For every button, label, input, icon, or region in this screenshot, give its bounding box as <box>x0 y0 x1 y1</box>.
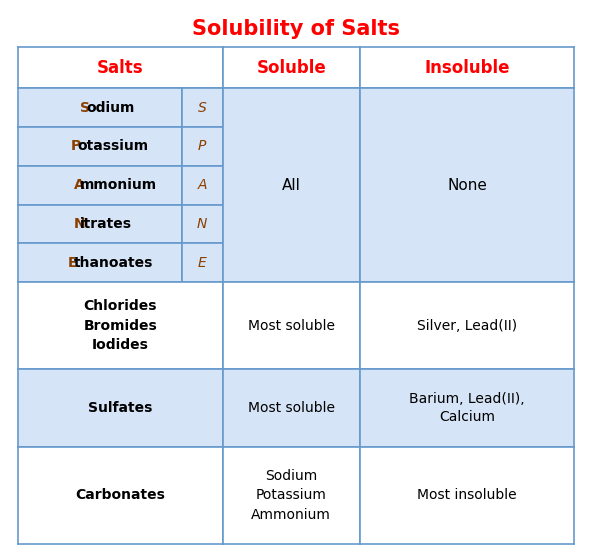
Text: Most soluble: Most soluble <box>248 319 334 333</box>
Text: E: E <box>198 256 207 270</box>
Text: Silver, Lead(II): Silver, Lead(II) <box>417 319 517 333</box>
Text: Carbonates: Carbonates <box>75 488 165 502</box>
Text: Most insoluble: Most insoluble <box>417 488 517 502</box>
Text: N: N <box>74 217 85 231</box>
Text: Sulfates: Sulfates <box>88 401 152 415</box>
Text: thanoates: thanoates <box>74 256 153 270</box>
Text: All: All <box>282 178 301 193</box>
Text: itrates: itrates <box>81 217 133 231</box>
Text: None: None <box>447 178 487 193</box>
Text: P: P <box>198 140 207 153</box>
Text: S: S <box>81 101 91 115</box>
Text: A: A <box>198 178 207 192</box>
Text: P: P <box>70 140 81 153</box>
Text: A: A <box>74 178 85 192</box>
Text: S: S <box>198 101 207 115</box>
Text: Barium, Lead(II),
Calcium: Barium, Lead(II), Calcium <box>409 392 525 424</box>
Text: E: E <box>67 256 77 270</box>
Text: Insoluble: Insoluble <box>424 59 510 77</box>
Text: N: N <box>197 217 207 231</box>
Text: Most soluble: Most soluble <box>248 401 334 415</box>
Text: mmonium: mmonium <box>81 178 157 192</box>
Text: Sodium
Potassium
Ammonium: Sodium Potassium Ammonium <box>252 469 331 522</box>
Text: Salts: Salts <box>97 59 143 77</box>
Text: Solubility of Salts: Solubility of Salts <box>192 19 400 39</box>
Text: Soluble: Soluble <box>256 59 326 77</box>
Text: Chlorides
Bromides
Iodides: Chlorides Bromides Iodides <box>83 299 157 353</box>
Text: odium: odium <box>87 101 135 115</box>
Text: otassium: otassium <box>77 140 148 153</box>
